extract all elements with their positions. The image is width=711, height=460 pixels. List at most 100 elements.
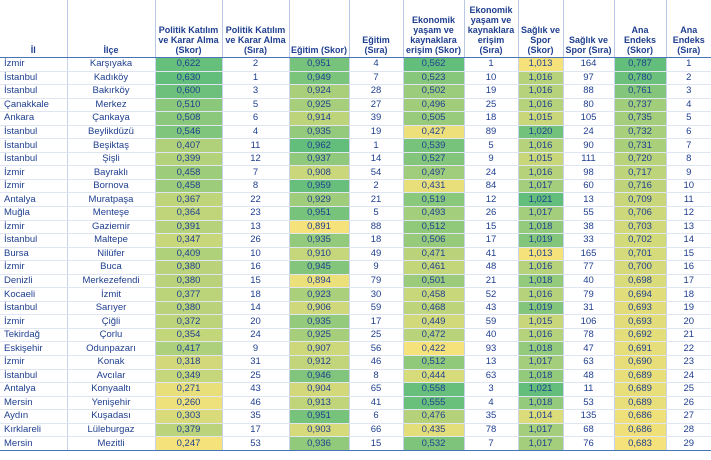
cell-sg-sira: 11 [563,382,615,397]
cell-ek-skor: 0,461 [403,260,465,275]
cell-pk-skor: 0,380 [155,301,223,316]
cell-eg-sira: 39 [349,111,404,126]
cell-ek-sira: 15 [464,220,519,235]
cell-eg-sira: 27 [349,98,404,113]
cell-ek-sira: 21 [464,274,519,289]
cell-sg-skor: 1,016 [518,98,564,113]
table-row: Aydın Kuşadası 0,303 35 0,951 6 0,476 35 1,014 13… [0,409,711,424]
cell-ae-skor: 0,689 [614,396,667,411]
cell-ek-sira: 63 [464,369,519,384]
cell-pk-sira: 16 [222,260,290,275]
cell-ek-skor: 0,562 [403,57,465,72]
cell-eg-skor: 0,935 [289,314,350,329]
table-row: İstanbul Maltepe 0,347 26 0,935 18 0,506 17 1,01… [0,233,711,248]
table-row: İstanbul Şişli 0,399 12 0,937 14 0,527 9 1,015 11… [0,152,711,167]
cell-il: İstanbul [0,71,68,86]
cell-ek-sira: 78 [464,423,519,438]
cell-ilce: Sarıyer [67,301,156,316]
cell-eg-skor: 0,925 [289,98,350,113]
cell-ek-skor: 0,558 [403,382,465,397]
cell-pk-sira: 17 [222,423,290,438]
cell-sg-sira: 88 [563,84,615,99]
cell-ek-sira: 1 [464,57,519,72]
cell-sg-sira: 55 [563,206,615,221]
cell-eg-sira: 2 [349,179,404,194]
cell-sg-skor: 1,019 [518,233,564,248]
cell-sg-sira: 165 [563,247,615,262]
cell-ae-sira: 21 [666,328,711,343]
cell-pk-sira: 10 [222,247,290,262]
cell-eg-skor: 0,894 [289,274,350,289]
cell-pk-sira: 4 [222,125,290,140]
cell-sg-skor: 1,019 [518,301,564,316]
table-row: Muğla Menteşe 0,364 23 0,951 5 0,493 26 1,017 55 0… [0,206,711,221]
cell-ilce: Çankaya [67,111,156,126]
cell-pk-skor: 0,399 [155,152,223,167]
cell-il: İzmir [0,57,68,72]
cell-il: Muğla [0,206,68,221]
cell-eg-sira: 17 [349,314,404,329]
cell-sg-skor: 1,013 [518,57,564,72]
cell-ek-sira: 35 [464,409,519,424]
cell-eg-sira: 56 [349,341,404,357]
cell-pk-sira: 24 [222,328,290,343]
cell-eg-skor: 0,951 [289,206,350,221]
cell-ilce: Merkez [67,98,156,113]
cell-sg-skor: 1,017 [518,436,564,451]
cell-il: Kocaeli [0,287,68,302]
cell-ek-skor: 0,501 [403,274,465,289]
cell-il: Aydın [0,409,68,424]
cell-pk-sira: 7 [222,165,290,180]
cell-pk-skor: 0,303 [155,409,223,424]
cell-pk-skor: 0,260 [155,396,223,411]
cell-ek-skor: 0,539 [403,138,465,153]
cell-sg-skor: 1,016 [518,165,564,180]
cell-ek-sira: 25 [464,98,519,113]
cell-eg-skor: 0,959 [289,179,350,194]
cell-sg-skor: 1,016 [518,328,564,343]
cell-ilce: Kadıköy [67,71,156,86]
cell-ae-sira: 26 [666,396,711,411]
cell-eg-sira: 88 [349,220,404,235]
cell-sg-sira: 13 [563,192,615,207]
cell-ilce: Bornova [67,179,156,194]
cell-ae-sira: 6 [666,125,711,140]
header-sg-skor: Sağlık ve Spor (Skor) [518,0,564,58]
cell-ek-skor: 0,519 [403,192,465,207]
cell-sg-skor: 1,017 [518,206,564,221]
cell-pk-sira: 31 [222,355,290,370]
cell-ae-sira: 5 [666,111,711,126]
cell-ae-sira: 20 [666,314,711,329]
cell-ae-skor: 0,689 [614,382,667,397]
cell-eg-sira: 28 [349,84,404,99]
table-row: Tekirdağ Çorlu 0,354 24 0,925 25 0,472 40 1,016 7… [0,328,711,343]
cell-eg-skor: 0,949 [289,71,350,86]
cell-eg-sira: 19 [349,125,404,140]
cell-ek-sira: 18 [464,111,519,126]
cell-ilce: Menteşe [67,206,156,221]
cell-eg-sira: 30 [349,287,404,302]
cell-pk-sira: 3 [222,84,290,99]
cell-eg-sira: 8 [349,369,404,384]
cell-ae-sira: 28 [666,423,711,438]
header-il: İl [0,0,68,58]
cell-il: İzmir [0,355,68,370]
cell-ek-sira: 7 [464,436,519,451]
cell-pk-sira: 22 [222,192,290,207]
header-ek-sira: Ekonomik yaşam ve kaynaklara erişim (Sır… [464,0,519,58]
cell-ilce: Beşiktaş [67,138,156,153]
cell-il: Kırklareli [0,423,68,438]
cell-pk-skor: 0,622 [155,57,223,72]
cell-eg-sira: 66 [349,423,404,438]
cell-sg-sira: 31 [563,301,615,316]
cell-il: Eskişehir [0,341,68,357]
cell-sg-skor: 1,016 [518,260,564,275]
cell-eg-sira: 21 [349,192,404,207]
cell-ek-skor: 0,506 [403,233,465,248]
cell-ek-skor: 0,527 [403,152,465,167]
cell-ae-sira: 23 [666,355,711,370]
cell-pk-sira: 18 [222,287,290,302]
cell-ek-skor: 0,468 [403,301,465,316]
cell-pk-sira: 6 [222,111,290,126]
cell-ae-skor: 0,720 [614,152,667,167]
